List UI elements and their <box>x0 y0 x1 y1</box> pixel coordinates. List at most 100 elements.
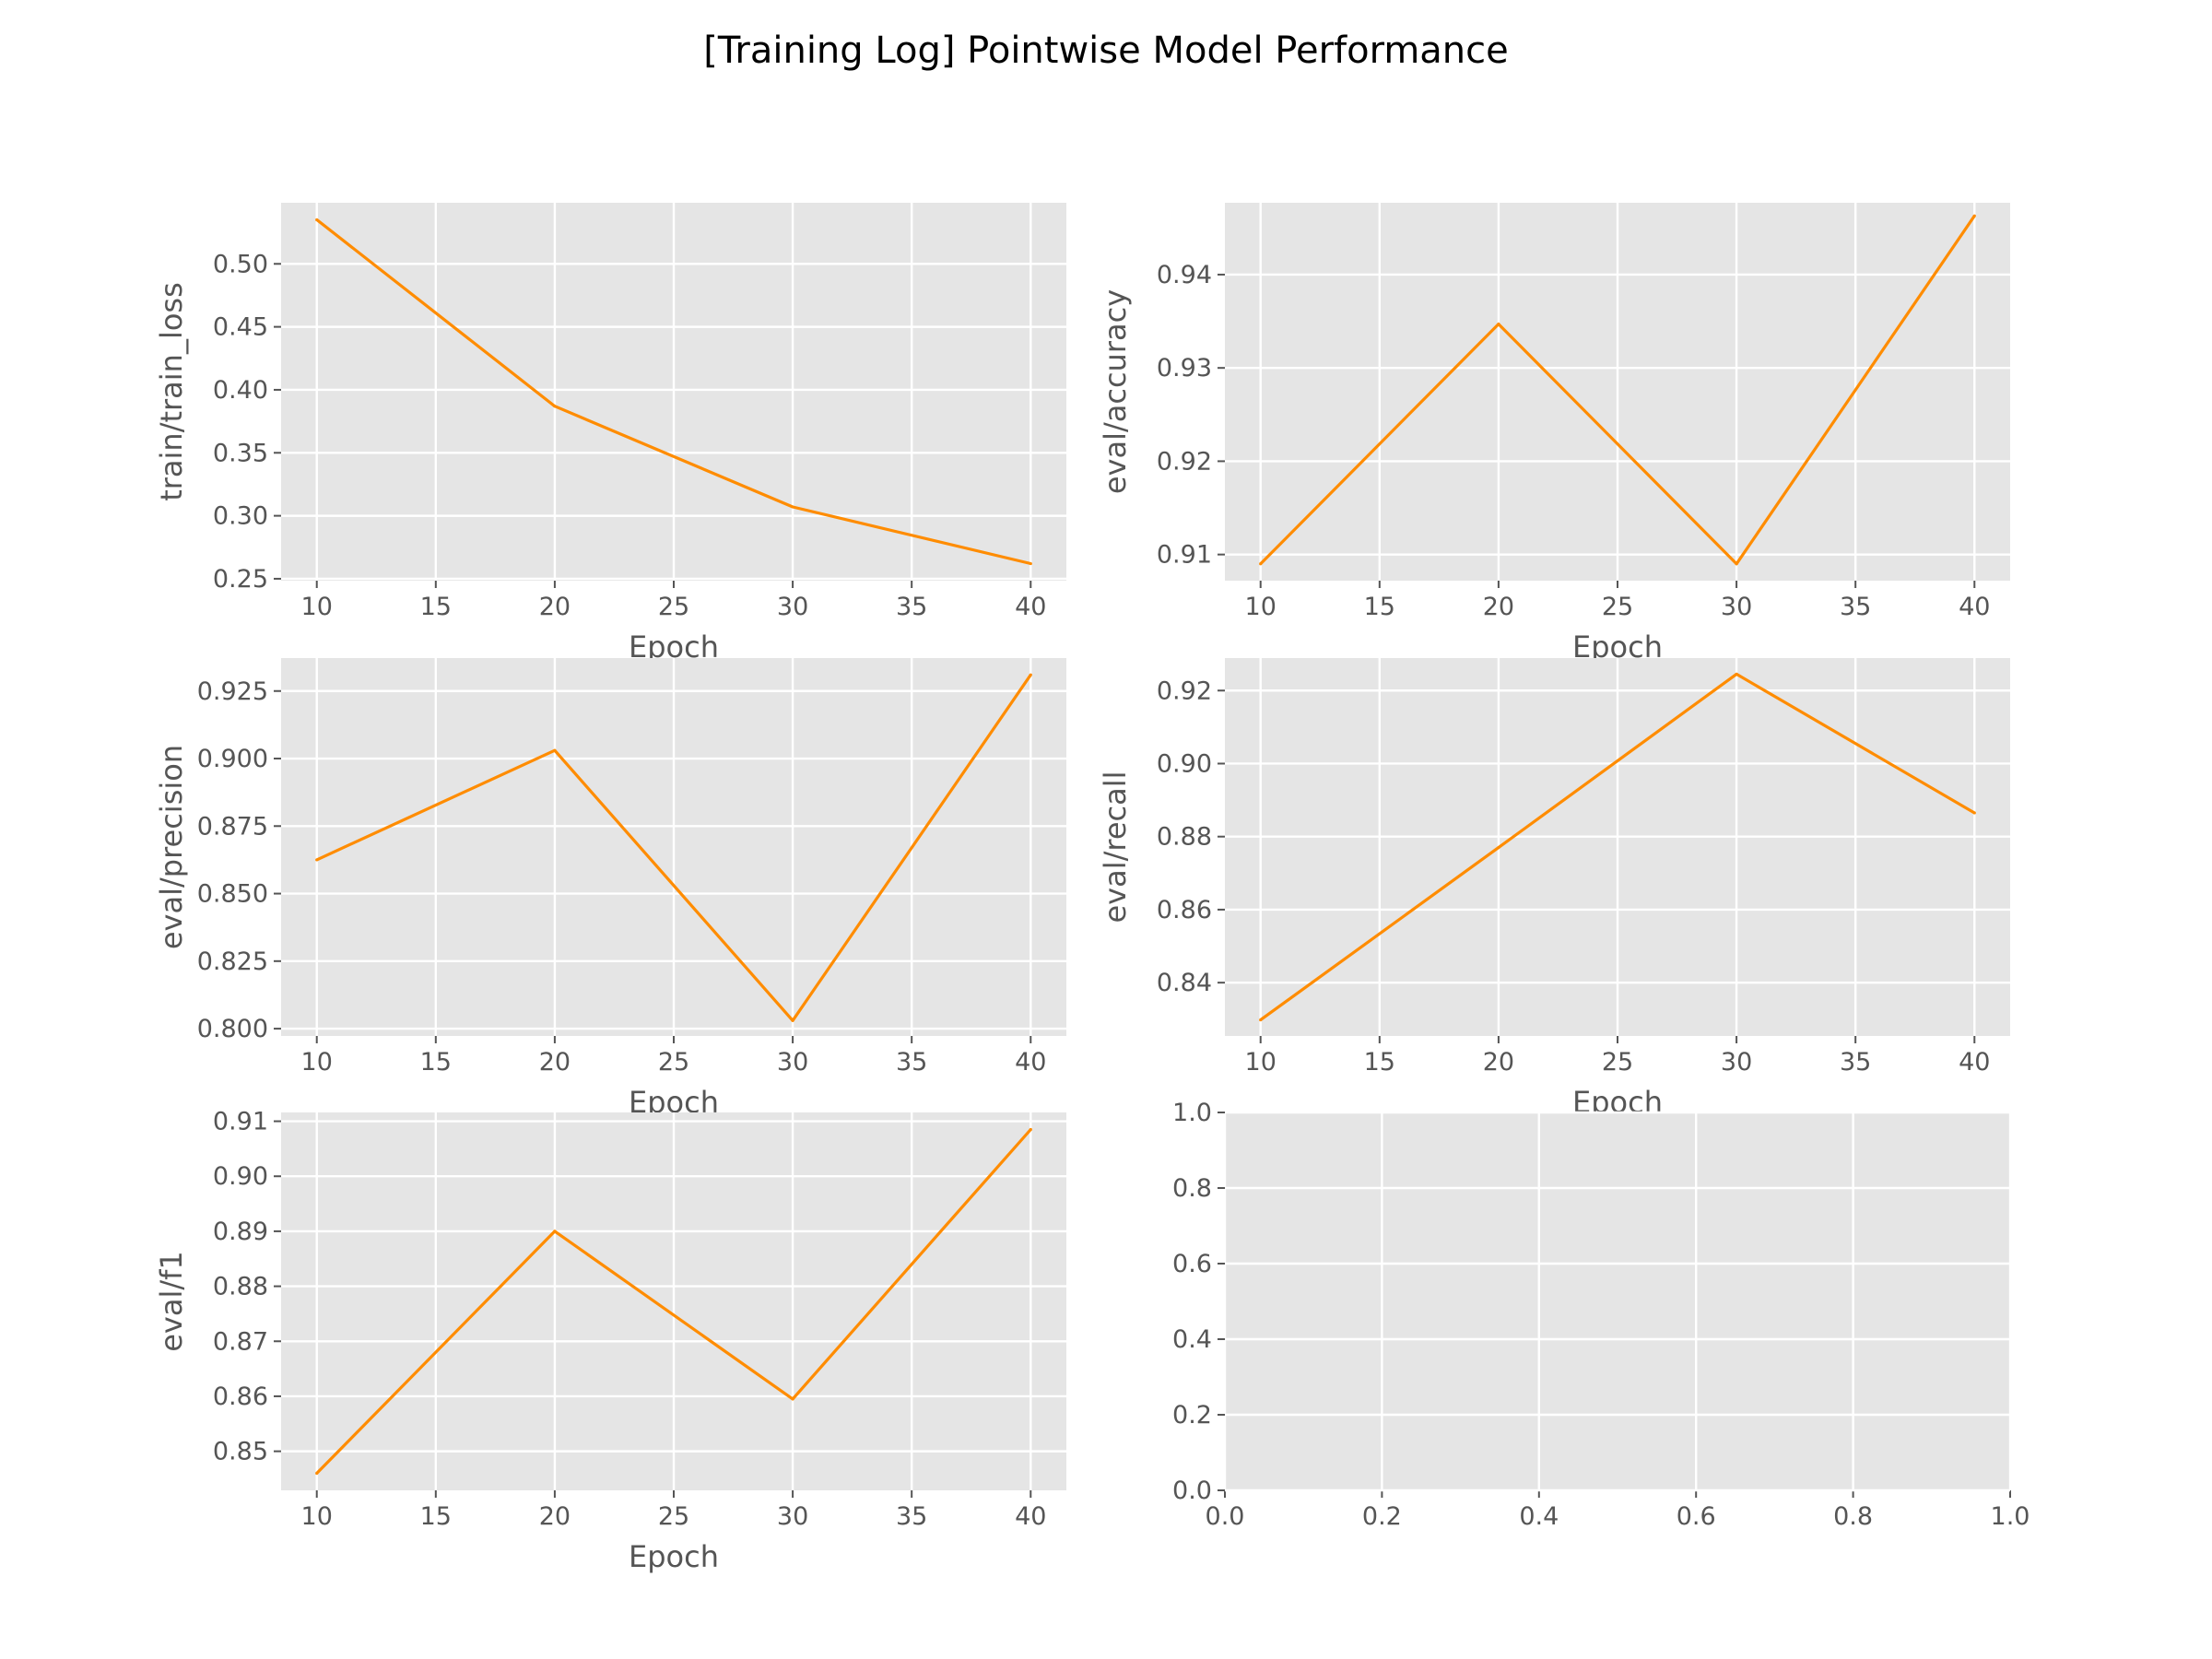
x-tick-label: 10 <box>301 1502 333 1531</box>
data-point <box>1735 672 1738 677</box>
y-tick-label: 0.90 <box>1157 749 1212 778</box>
x-tick-label: 25 <box>658 593 689 621</box>
y-tick-label: 0.90 <box>213 1162 268 1191</box>
subplot-eval-accuracy: 10 15 20 25 30 35 400.910.920.930.94Epocheval/… <box>1098 203 2010 665</box>
y-tick-label: 0.91 <box>1157 541 1212 570</box>
y-tick-label: 0.35 <box>213 439 268 467</box>
plot-area <box>1225 1112 2010 1490</box>
y-tick-label: 0.0 <box>1172 1477 1212 1505</box>
x-tick-label: 20 <box>1483 593 1514 621</box>
data-point <box>1259 1018 1263 1022</box>
x-tick-label: 0.2 <box>1362 1502 1402 1531</box>
x-tick-label: 0.0 <box>1206 1502 1245 1531</box>
subplot-eval-precision: 10 15 20 25 30 35 40 0.800 0.825 0.850 0.875 0.900 0… <box>154 658 1066 1120</box>
data-point <box>791 1397 794 1401</box>
x-tick-label: 25 <box>658 1502 689 1531</box>
y-tick-label: 0.91 <box>213 1108 268 1136</box>
x-axis-label: Epoch <box>629 1539 719 1574</box>
x-tick-label: 40 <box>1959 593 1990 621</box>
series-line-eval-f1 <box>315 1128 1032 1475</box>
x-tick-label: 40 <box>1015 1048 1046 1077</box>
x-tick-label: 40 <box>1959 1048 1990 1077</box>
x-tick-label: 35 <box>896 1502 927 1531</box>
x-tick-label: 10 <box>301 593 333 621</box>
x-tick-label: 30 <box>1721 593 1752 621</box>
x-tick-label: 1.0 <box>1991 1502 2030 1531</box>
y-axis-label: eval/f1 <box>154 1251 189 1352</box>
data-point <box>791 505 794 509</box>
series-line-eval-precision <box>316 674 1032 1022</box>
y-tick-label: 0.900 <box>197 745 268 773</box>
y-tick-label: 0.94 <box>1157 261 1212 289</box>
y-tick-label: 0.925 <box>197 677 268 706</box>
y-tick-label: 0.4 <box>1172 1325 1212 1354</box>
data-point <box>1497 323 1500 326</box>
x-tick-label: 25 <box>1602 1048 1633 1077</box>
y-tick-label: 0.92 <box>1157 677 1212 705</box>
y-tick-label: 0.2 <box>1172 1401 1212 1430</box>
data-point <box>1029 561 1032 566</box>
subplot-empty: 0.0 0.2 0.4 0.6 0.8 1.0 0.0 0.2 0.4 0.6 0.8 1.0 <box>1172 1099 2030 1531</box>
subplot-grid: 10 15 20 25 30 35 40 0.25 0.30 0.35 0.40 0.45 0.50 Ep… <box>154 203 2030 1574</box>
x-tick-label: 30 <box>1721 1048 1752 1077</box>
x-tick-label: 15 <box>420 593 452 621</box>
data-point <box>315 858 319 862</box>
data-point <box>1029 1127 1032 1132</box>
data-point <box>553 405 557 408</box>
x-tick-label: 35 <box>896 593 927 621</box>
x-tick-label: 40 <box>1015 593 1046 621</box>
data-point <box>1029 673 1032 677</box>
series-line-train-loss <box>315 218 1031 566</box>
x-tick-label: 0.6 <box>1677 1502 1716 1531</box>
series-line-eval-accuracy <box>1259 215 1976 566</box>
y-tick-label: 0.45 <box>213 313 268 342</box>
x-tick-label: 20 <box>539 593 571 621</box>
y-tick-label: 0.85 <box>213 1438 268 1466</box>
y-tick-label: 0.92 <box>1157 447 1212 476</box>
subplot-eval-f1: 10 15 20 25 30 35 40 0.85 0.86 0.87 0.88 0.89 0.90 0.… <box>154 1108 1066 1574</box>
y-tick-label: 0.30 <box>213 502 268 531</box>
y-tick-label: 0.93 <box>1157 354 1212 382</box>
data-point <box>1972 811 1976 815</box>
y-axis-label: eval/recall <box>1098 771 1133 923</box>
x-tick-label: 25 <box>1602 593 1633 621</box>
y-axis-label: eval/precision <box>154 745 189 949</box>
x-tick-label: 0.8 <box>1833 1502 1873 1531</box>
y-tick-label: 0.8 <box>1172 1174 1212 1203</box>
y-tick-label: 0.89 <box>213 1218 268 1246</box>
subplot-train-loss: 10 15 20 25 30 35 400.250.300.350.400.450.50Ep… <box>154 203 1066 665</box>
x-tick-label: 20 <box>539 1502 571 1531</box>
x-tick-label: 15 <box>420 1502 452 1531</box>
data-point <box>1259 562 1263 566</box>
data-point <box>315 1471 319 1476</box>
data-point <box>1497 845 1500 850</box>
x-tick-label: 10 <box>301 1048 333 1077</box>
x-tick-label: 0.4 <box>1519 1502 1559 1531</box>
data-point <box>315 218 319 222</box>
data-point <box>1972 214 1976 218</box>
y-tick-label: 0.86 <box>213 1382 268 1411</box>
x-tick-label: 35 <box>896 1048 927 1077</box>
y-tick-label: 0.850 <box>197 880 268 909</box>
y-tick-label: 0.40 <box>213 376 268 405</box>
x-tick-label: 20 <box>1483 1048 1514 1077</box>
y-tick-label: 0.86 <box>1157 896 1212 924</box>
y-tick-label: 0.825 <box>197 947 268 976</box>
data-point <box>1735 562 1738 566</box>
x-tick-label: 30 <box>777 1048 808 1077</box>
y-tick-label: 0.84 <box>1157 969 1212 997</box>
x-tick-label: 25 <box>658 1048 689 1077</box>
y-axis-label: eval/accuracy <box>1098 289 1133 494</box>
x-tick-label: 35 <box>1840 593 1871 621</box>
y-tick-label: 0.6 <box>1172 1250 1212 1278</box>
x-tick-label: 30 <box>777 1502 808 1531</box>
x-tick-label: 15 <box>420 1048 452 1077</box>
x-tick-label: 40 <box>1015 1502 1046 1531</box>
x-tick-label: 15 <box>1364 1048 1395 1077</box>
x-tick-label: 20 <box>539 1048 571 1077</box>
y-tick-label: 0.87 <box>213 1327 268 1356</box>
data-point <box>553 1230 557 1233</box>
data-point <box>553 748 557 752</box>
y-tick-label: 1.0 <box>1172 1099 1212 1127</box>
